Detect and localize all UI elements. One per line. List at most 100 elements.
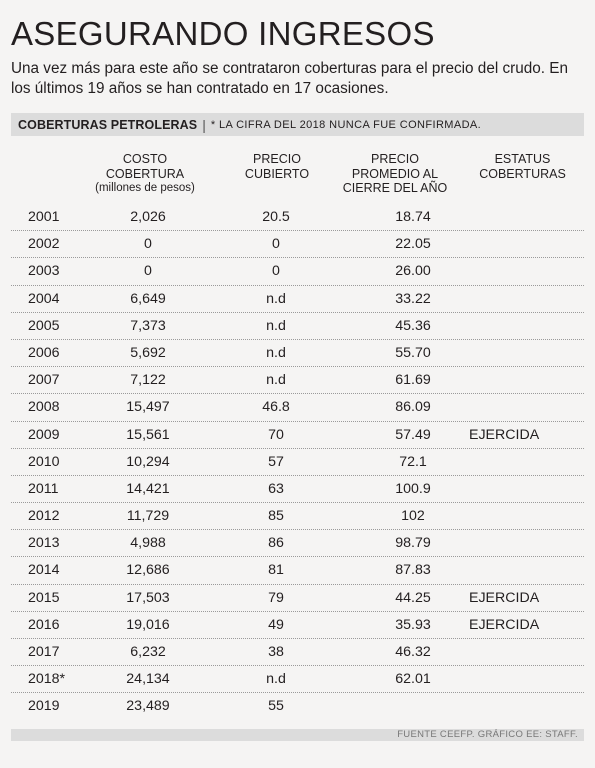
table-row: 2015 17,503 79 44.25 EJERCIDA: [11, 585, 584, 612]
cell-year: 2011: [28, 480, 59, 497]
cell-status: EJERCIDA: [469, 589, 540, 606]
cell-price: 38: [268, 644, 284, 660]
cell-avg: 26.00: [395, 263, 431, 280]
cell-year: 2001: [28, 209, 60, 225]
cell-status: EJERCIDA: [469, 616, 540, 633]
cell-price: 79: [268, 589, 284, 606]
table-caption-band: COBERTURAS PETROLERAS | * LA CIFRA DEL 2…: [11, 113, 584, 136]
cell-price: n.d: [266, 344, 286, 361]
cell-price: 20.5: [262, 209, 290, 225]
page-title: ASEGURANDO INGRESOS: [11, 15, 435, 52]
cell-avg: 62.01: [395, 671, 431, 688]
cell-status: EJERCIDA: [469, 426, 540, 443]
cell-year: 2009: [28, 426, 60, 443]
cell-avg: 46.32: [395, 644, 431, 660]
cell-price: 85: [268, 508, 284, 525]
header-avg-line3: CIERRE DEL AÑO: [342, 181, 448, 195]
subtitle: Una vez más para este año se contrataron…: [11, 60, 568, 97]
cell-year: 2008: [28, 399, 60, 416]
header-price: PRECIO CUBIERTO: [222, 152, 332, 181]
header-cost-line1: COSTO: [122, 152, 168, 166]
table-row: 2008 15,497 46.8 86.09: [11, 394, 584, 422]
cell-price: n.d: [266, 671, 286, 688]
cell-avg: 61.69: [395, 372, 431, 389]
cell-year: 2012: [28, 508, 60, 525]
cell-year: 2007: [28, 372, 60, 389]
header-price-line1: PRECIO: [253, 152, 301, 166]
table-row: 2016 19,016 49 35.93 EJERCIDA: [11, 612, 584, 639]
header-avg-line1: PRECIO: [371, 152, 419, 166]
table-row: 2018* 24,134 n.d 62.01: [11, 666, 584, 694]
cell-avg: 18.74: [395, 209, 431, 225]
table-row: 2014 12,686 81 87.83: [11, 557, 584, 585]
table-row: 2002 0 0 22.05: [11, 231, 584, 259]
cell-avg: 87.83: [395, 562, 431, 579]
data-table: 2001 2,026 20.5 18.74 2002 0 0 22.05 2003 0 0 26.…: [11, 204, 584, 721]
table-row: 2013 4,988 86 98.79: [11, 530, 584, 558]
cell-cost: 10,294: [126, 453, 170, 470]
cell-avg: 33.22: [395, 290, 431, 307]
cell-cost: 6,649: [130, 290, 166, 307]
table-row: 2010 10,294 57 72.1: [11, 449, 584, 476]
cell-price: 63: [268, 480, 284, 497]
cell-avg: 35.93: [395, 616, 431, 633]
cell-year: 2014: [28, 562, 60, 579]
cell-avg: 86.09: [395, 399, 431, 416]
cell-cost: 7,122: [130, 372, 166, 389]
header-cost-line3: (millones de pesos): [95, 182, 195, 194]
cell-avg: 102: [401, 508, 425, 525]
cell-cost: 4,988: [130, 535, 166, 552]
cell-cost: 15,497: [126, 399, 170, 416]
table-row: 2007 7,122 n.d 61.69: [11, 367, 584, 395]
cell-cost: 15,561: [126, 426, 170, 443]
cell-cost: 2,026: [130, 209, 166, 225]
cell-year: 2019: [28, 698, 60, 715]
cell-year: 2005: [28, 317, 60, 334]
cell-cost: 14,421: [126, 480, 170, 497]
table-row: 2011 14,421 63 100.9: [11, 476, 584, 504]
cell-year: 2015: [28, 589, 60, 606]
table-row: 2004 6,649 n.d 33.22: [11, 286, 584, 313]
cell-price: 46.8: [262, 399, 290, 416]
cell-avg: 72.1: [399, 453, 427, 470]
cell-price: n.d: [266, 372, 286, 389]
footer-band: FUENTE CEEFP. GRÁFICO EE: STAFF.: [11, 729, 584, 741]
cell-cost: 12,686: [126, 562, 170, 579]
table-row: 2001 2,026 20.5 18.74: [11, 204, 584, 232]
header-price-line2: CUBIERTO: [244, 166, 310, 181]
source-credit: FUENTE CEEFP. GRÁFICO EE: STAFF.: [397, 729, 578, 740]
table-caption: COBERTURAS PETROLERAS: [18, 117, 198, 132]
cell-year: 2013: [28, 535, 60, 552]
cell-price: 57: [268, 453, 284, 470]
cell-year: 2004: [28, 290, 60, 307]
table-row: 2019 23,489 55: [11, 693, 584, 720]
cell-cost: 5,692: [130, 344, 166, 361]
cell-year: 2010: [28, 453, 60, 470]
caption-note: * LA CIFRA DEL 2018 NUNCA FUE CONFIRMADA…: [210, 118, 482, 131]
cell-cost: 0: [144, 236, 152, 253]
header-avg: PRECIO PROMEDIO AL CIERRE DEL AÑO: [330, 152, 460, 196]
cell-cost: 17,503: [126, 589, 170, 606]
header-status-line2: COBERTURAS: [479, 166, 566, 181]
cell-avg: 98.79: [395, 535, 431, 552]
cell-avg: 44.25: [395, 589, 431, 606]
cell-cost: 11,729: [126, 508, 170, 525]
cell-cost: 0: [144, 263, 152, 280]
cell-year: 2002: [28, 236, 60, 253]
header-status-line1: ESTATUS: [494, 152, 551, 166]
header-cost: COSTO COBERTURA (millones de pesos): [75, 152, 215, 196]
table-row: 2006 5,692 n.d 55.70: [11, 340, 584, 368]
cell-price: 49: [268, 616, 284, 633]
cell-avg: 45.36: [395, 317, 431, 334]
cell-price: 70: [268, 426, 284, 443]
cell-year: 2018*: [28, 671, 66, 688]
cell-price: n.d: [266, 317, 286, 334]
table-row: 2017 6,232 38 46.32: [11, 639, 584, 667]
table-row: 2009 15,561 70 57.49 EJERCIDA: [11, 422, 584, 449]
table-row: 2012 11,729 85 102: [11, 503, 584, 531]
cell-price: 55: [268, 698, 284, 715]
table-row: 2005 7,373 n.d 45.36: [11, 313, 584, 340]
cell-avg: 57.49: [395, 426, 431, 443]
cell-cost: 19,016: [126, 616, 170, 633]
cell-cost: 7,373: [130, 317, 166, 334]
